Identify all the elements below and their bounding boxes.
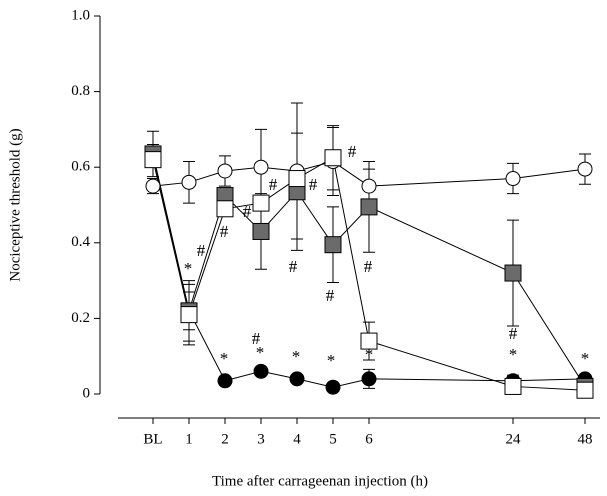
marker [253,159,269,175]
x-tick-label: 5 [329,431,337,447]
y-tick-label: 0.2 [71,310,90,326]
annotation: # [243,202,252,221]
marker [577,161,593,177]
x-tick-label: 4 [293,431,301,447]
annotation: # [252,329,261,348]
x-tick-label: 2 [221,431,229,447]
marker [252,222,270,240]
annotation: # [197,241,206,260]
annotation: * [184,259,193,278]
marker [360,198,378,216]
x-tick-label: 24 [506,431,522,447]
marker [504,377,522,395]
marker [216,200,234,218]
annotation: * [327,351,336,370]
annotation: # [509,324,518,343]
marker [252,194,270,212]
x-axis-label: Time after carrageenan injection (h) [212,473,428,489]
annotation: # [326,286,335,305]
x-tick-label: 1 [185,431,193,447]
marker [180,306,198,324]
y-tick-label: 0.8 [71,83,90,99]
y-tick-label: 0.4 [71,234,90,250]
marker [181,174,197,190]
marker [324,149,342,167]
marker [145,178,161,194]
y-tick-label: 0 [83,385,91,401]
marker [504,264,522,282]
marker [324,236,342,254]
annotation: * [365,345,374,364]
annotation: # [364,257,373,276]
y-tick-label: 0.6 [71,159,90,175]
marker [325,379,341,395]
annotation: * [256,343,265,362]
marker [289,371,305,387]
x-tick-label: 48 [578,431,593,447]
marker [576,381,594,399]
marker [360,332,378,350]
marker [361,371,377,387]
marker [361,178,377,194]
annotation: # [220,222,229,241]
y-axis-label: Nociceptive threshold (g) [7,128,23,281]
annotation: * [581,349,590,368]
marker [217,163,233,179]
marker [288,170,306,188]
x-tick-label: 3 [257,431,265,447]
annotation: # [269,175,278,194]
marker [505,171,521,187]
x-tick-label: 6 [365,431,373,447]
annotation: * [220,349,229,368]
annotation: * [292,347,301,366]
annotation: # [289,257,298,276]
y-tick-label: 1.0 [71,7,90,23]
marker [253,363,269,379]
x-tick-label: BL [143,431,162,447]
annotation: * [509,345,518,364]
annotation: # [309,175,318,194]
marker [217,373,233,389]
marker [144,151,162,169]
annotation: # [348,142,357,161]
